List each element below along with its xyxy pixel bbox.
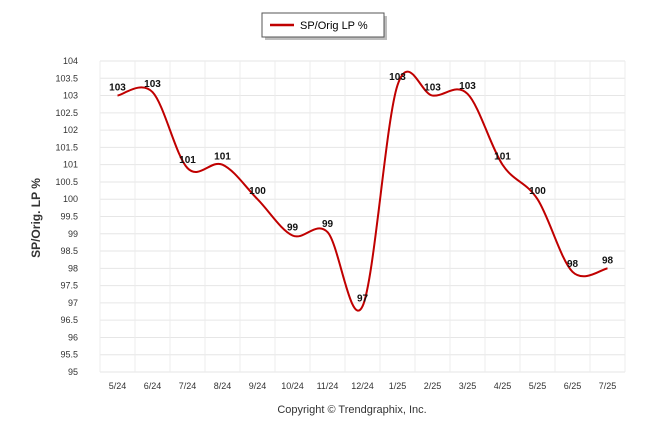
x-tick-label: 5/24 <box>109 381 127 391</box>
x-tick-label: 10/24 <box>281 381 304 391</box>
y-tick-label: 101 <box>63 160 78 170</box>
data-labels: 103 103 101 101 100 99 99 97 103 103 103 101 100 98 98 <box>109 72 613 304</box>
data-label: 103 <box>389 72 406 83</box>
y-tick-label: 102.5 <box>55 108 78 118</box>
y-tick-label: 96 <box>68 332 78 342</box>
y-tick-label: 102 <box>63 125 78 135</box>
x-tick-label: 6/25 <box>564 381 582 391</box>
data-label: 100 <box>249 186 266 197</box>
y-tick-label: 95 <box>68 367 78 377</box>
x-tick-label: 7/25 <box>599 381 617 391</box>
data-label: 103 <box>424 83 441 94</box>
copyright-text: Copyright © Trendgraphix, Inc. <box>277 404 426 416</box>
y-tick-label: 98 <box>68 263 78 273</box>
x-tick-label: 4/25 <box>494 381 512 391</box>
data-label: 101 <box>214 152 231 163</box>
data-label: 100 <box>529 186 546 197</box>
data-label: 103 <box>144 79 161 90</box>
y-tick-label: 100 <box>63 194 78 204</box>
x-tick-label: 11/24 <box>317 381 339 391</box>
y-tick-label: 98.5 <box>60 246 78 256</box>
y-tick-label: 101.5 <box>55 142 78 152</box>
data-label: 101 <box>494 152 511 163</box>
x-tick-label: 6/24 <box>144 381 162 391</box>
x-tick-label: 7/24 <box>179 381 197 391</box>
y-tick-label: 95.5 <box>60 350 78 360</box>
y-tick-label: 104 <box>63 56 78 66</box>
y-tick-label: 103 <box>63 91 78 101</box>
y-tick-label: 100.5 <box>55 177 78 187</box>
x-tick-label: 5/25 <box>529 381 547 391</box>
data-label: 99 <box>287 223 299 234</box>
y-tick-label: 97 <box>68 298 78 308</box>
y-tick-label: 99.5 <box>60 212 78 222</box>
y-tick-label: 99 <box>68 229 78 239</box>
x-tick-label: 9/24 <box>249 381 267 391</box>
data-label: 99 <box>322 219 334 230</box>
series-line <box>117 70 608 312</box>
x-tick-label: 8/24 <box>214 381 232 391</box>
x-tick-label: 1/25 <box>389 381 407 391</box>
data-label: 98 <box>602 255 614 266</box>
data-label: 103 <box>459 81 476 92</box>
y-axis-label: SP/Orig. LP % <box>29 178 43 258</box>
y-tick-label: 97.5 <box>60 281 78 291</box>
data-label: 97 <box>357 293 369 304</box>
legend-label: SP/Orig LP % <box>300 20 368 32</box>
grid <box>99 60 626 373</box>
data-label: 101 <box>179 155 196 166</box>
y-axis-ticks: 95 95.5 96 96.5 97 97.5 98 98.5 99 99.5 100 100.5 10… <box>55 56 78 377</box>
x-tick-label: 2/25 <box>424 381 442 391</box>
y-tick-label: 96.5 <box>60 315 78 325</box>
y-tick-label: 103.5 <box>55 73 78 83</box>
x-tick-label: 3/25 <box>459 381 477 391</box>
data-label: 98 <box>567 259 579 270</box>
legend: SP/Orig LP % <box>261 12 387 40</box>
data-label: 103 <box>109 83 126 94</box>
x-tick-label: 12/24 <box>351 381 374 391</box>
x-axis-ticks: 5/24 6/24 7/24 8/24 9/24 10/24 11/24 12/24 1/25 2… <box>109 381 617 391</box>
